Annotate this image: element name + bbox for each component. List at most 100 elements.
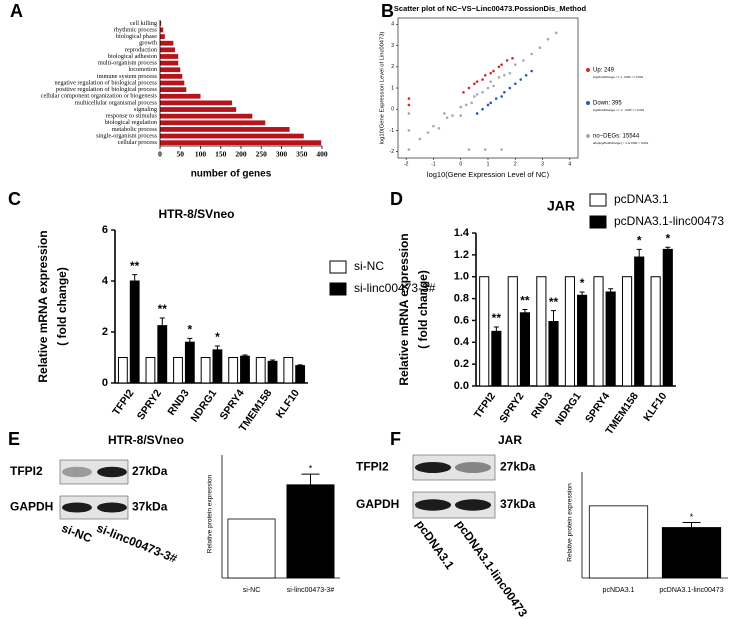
bar xyxy=(593,276,604,387)
legend-swatch xyxy=(586,134,590,138)
y-axis-label: Relative protein expression xyxy=(207,474,214,553)
blot-band xyxy=(454,499,492,511)
error-bar xyxy=(636,248,642,258)
significance-label: * xyxy=(665,231,670,245)
x-tick-label: pcDNA3.1-linc00473 xyxy=(659,587,723,594)
panel-letter: C xyxy=(8,189,21,209)
x-tick-label: 0 xyxy=(158,150,162,159)
point xyxy=(475,80,479,83)
bar xyxy=(577,294,588,387)
size-label: 37kDa xyxy=(500,497,536,511)
legend-label: Up: 249 xyxy=(593,68,615,74)
x-tick-label: 300 xyxy=(276,150,288,159)
bar xyxy=(536,276,547,387)
blot-band xyxy=(62,466,92,478)
point xyxy=(462,90,465,94)
y-tick-label: 2 xyxy=(391,64,394,70)
x-tick-label: 4 xyxy=(568,161,571,167)
protein-label: GAPDH xyxy=(356,497,399,511)
significance-label: * xyxy=(580,276,585,290)
legend-label: si-NC xyxy=(354,259,384,273)
bar xyxy=(228,357,239,384)
bar xyxy=(160,27,164,33)
x-tick-label: si-linc00473-3# xyxy=(287,587,335,594)
point xyxy=(508,71,512,75)
point xyxy=(437,127,441,130)
bar xyxy=(160,54,179,59)
point xyxy=(497,76,501,79)
blot-band xyxy=(62,502,92,513)
y-tick-label: 4 xyxy=(102,275,109,287)
panel-letter: B xyxy=(381,1,394,21)
legend-note: abs(log2FoldChange) < 1 or FDR > 0.001 xyxy=(593,141,649,145)
bar xyxy=(661,527,722,579)
panel-title: JAR xyxy=(498,433,522,447)
point xyxy=(467,148,471,151)
point xyxy=(481,107,484,111)
x-tick-label: pcNDA3.1 xyxy=(603,587,635,594)
category-label: metabolic process xyxy=(112,126,158,133)
size-label: 37kDa xyxy=(132,500,168,514)
point xyxy=(554,31,558,35)
point xyxy=(473,82,476,86)
point xyxy=(508,86,512,90)
point xyxy=(407,148,411,151)
bar xyxy=(519,312,530,387)
bar xyxy=(548,321,559,387)
error-bar xyxy=(551,310,556,322)
bar xyxy=(227,518,276,579)
y-axis-label: Relative mRNA expression xyxy=(397,233,411,385)
x-tick-label: 100 xyxy=(195,150,207,159)
y-tick-label: 0.0 xyxy=(454,380,469,392)
x-tick-label: -1 xyxy=(431,161,436,167)
point xyxy=(481,78,484,81)
significance-label: * xyxy=(188,323,193,337)
x-tick-label: 350 xyxy=(296,150,308,159)
point xyxy=(432,124,435,128)
category-label: multi-organism process xyxy=(98,60,158,67)
y-axis-label: ( fold change) xyxy=(55,267,69,346)
bar xyxy=(160,120,266,126)
error-bar xyxy=(159,317,165,326)
point xyxy=(459,105,463,109)
point xyxy=(489,80,493,83)
error-bar xyxy=(665,246,671,250)
y-tick-label: 0.4 xyxy=(454,336,470,348)
y-tick-label: 0 xyxy=(391,107,394,113)
bar xyxy=(662,248,673,387)
blot-band xyxy=(414,499,452,511)
category-label: multicellular organismal process xyxy=(75,99,158,106)
bar xyxy=(160,100,233,106)
y-tick-label: 0 xyxy=(102,377,108,389)
category-label: biological phase xyxy=(116,33,157,40)
error-bar xyxy=(608,288,614,293)
point xyxy=(522,59,525,62)
point xyxy=(492,69,495,73)
bar xyxy=(160,113,253,119)
y-axis-label: log10(Gene Expression Level of Linc00473… xyxy=(380,32,386,145)
panel-letter: A xyxy=(10,1,23,21)
x-tick-label: 0 xyxy=(459,161,462,167)
y-tick-label: 0.6 xyxy=(454,314,469,326)
point xyxy=(492,84,495,88)
legend-swatch xyxy=(589,193,607,207)
error-bar xyxy=(301,473,320,485)
point xyxy=(426,131,430,134)
bar xyxy=(160,73,183,79)
y-tick-label: -2 xyxy=(390,149,395,155)
bar xyxy=(507,276,518,387)
category-label: cell killing xyxy=(130,20,158,27)
error-bar xyxy=(242,354,248,357)
point xyxy=(511,57,514,60)
y-tick-label: 6 xyxy=(102,224,108,236)
blot-band xyxy=(454,462,492,473)
category-label: locomotion xyxy=(128,66,158,73)
bar xyxy=(160,80,185,86)
category-label: signaling xyxy=(134,106,158,113)
chart-title: HTR-8/SVneo xyxy=(158,207,234,221)
size-label: 27kDa xyxy=(500,460,536,474)
protein-label: GAPDH xyxy=(10,500,53,514)
point xyxy=(513,82,517,86)
y-tick-label: 3 xyxy=(391,43,394,49)
legend-swatch xyxy=(329,260,347,274)
